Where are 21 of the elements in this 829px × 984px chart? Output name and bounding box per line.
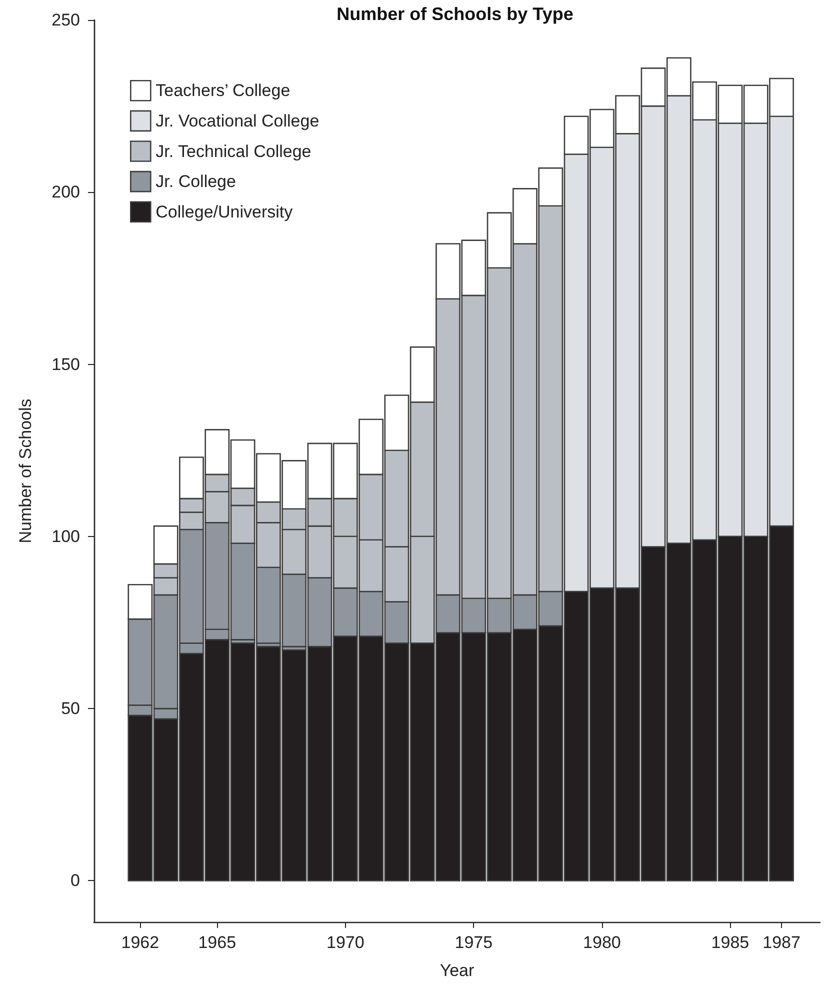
x-axis-title: Year [440,961,475,980]
y-tick-label: 150 [52,354,80,374]
legend-label: Jr. Vocational College [156,111,320,130]
y-tick-label: 250 [52,10,80,30]
x-tick-label: 1987 [762,933,800,952]
x-tick-label: 1980 [583,933,621,952]
x-tick-label: 1985 [711,933,750,952]
y-tick-label: 50 [61,699,80,718]
x-tick-label: 1965 [198,933,236,952]
x-tick-label: 1962 [121,933,160,952]
x-tick-label: 1970 [326,933,364,952]
y-tick-label: 200 [52,182,80,202]
y-axis-title: Number of Schools [16,398,35,544]
legend-label: Jr. College [156,172,236,192]
legend-label: Jr. Technical College [156,142,312,161]
chart-title: Number of Schools by Type [336,4,574,24]
y-tick-label: 100 [52,526,80,546]
x-tick-label: 1975 [454,933,493,952]
y-tick-label: 0 [70,871,80,890]
legend-label: College/University [156,202,294,222]
legend-label: Teachers’ College [156,81,290,100]
